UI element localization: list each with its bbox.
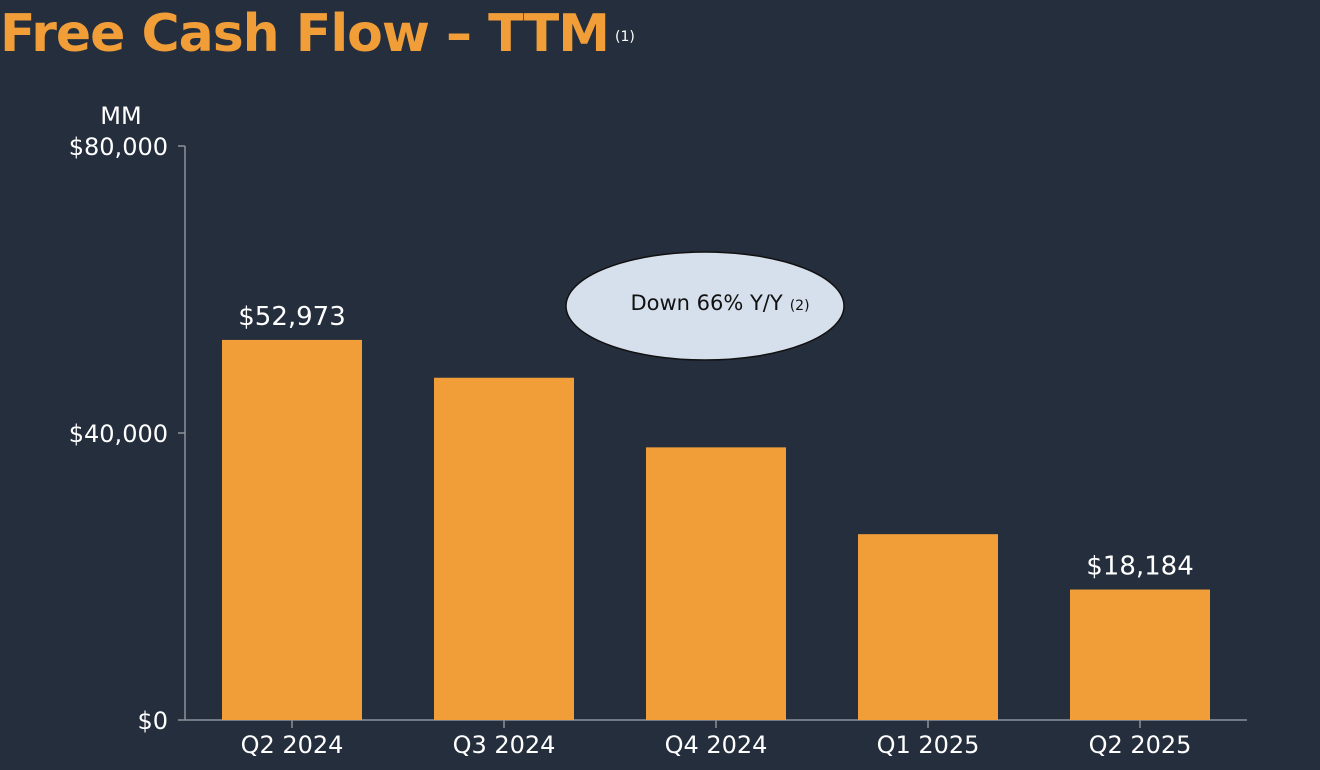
yoy-callout: Down 66% Y/Y (2) [565,251,845,361]
y-tick-label: $40,000 [69,420,168,448]
bar-data-label: $18,184 [1086,552,1194,582]
bar [1070,589,1210,720]
x-tick-label: Q3 2024 [453,731,556,759]
data-labels: $52,973 $18,184 [238,302,1194,582]
x-tick-label: Q4 2024 [665,731,768,759]
chart-title-footnote: (1) [615,29,635,45]
callout-main-text: Down 66% Y/Y [630,291,782,315]
callout-footnote: (2) [790,298,810,314]
x-axis-ticks: Q2 2024 Q3 2024 Q4 2024 Q1 2025 Q2 2025 [241,720,1192,759]
bar [646,447,786,720]
callout-text: Down 66% Y/Y (2) [630,291,809,315]
y-tick-label: $0 [137,707,168,735]
y-axis-unit-label: MM [100,102,141,130]
bars [222,339,1210,720]
callout-ellipse [565,251,845,361]
bar [434,377,574,720]
x-tick-label: Q2 2025 [1089,731,1192,759]
bar [222,339,362,720]
x-tick-label: Q2 2024 [241,731,344,759]
bar [858,534,998,720]
x-tick-label: Q1 2025 [877,731,980,759]
y-tick-label: $80,000 [69,133,168,161]
bar-data-label: $52,973 [238,302,346,332]
chart-title: Free Cash Flow – TTM (1) [0,4,635,64]
chart-title-text: Free Cash Flow – TTM [0,4,610,64]
y-axis-ticks: $0 $40,000 $80,000 [69,133,185,735]
